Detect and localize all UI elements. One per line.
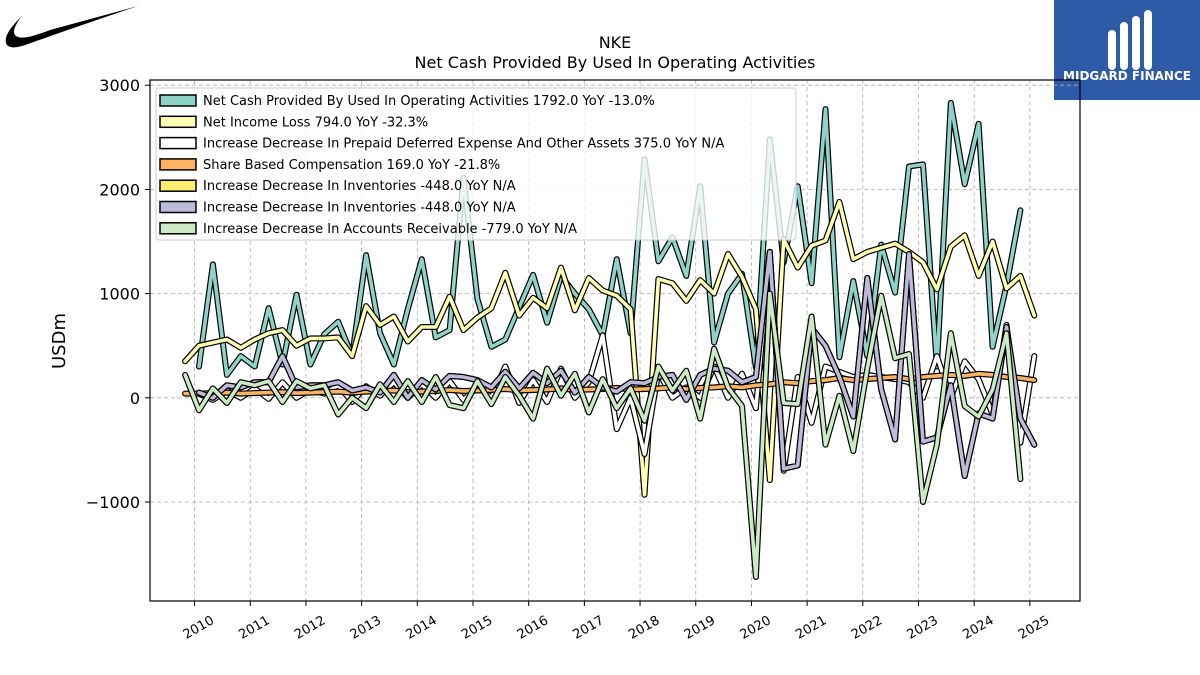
x-tick-label: 2017 <box>571 613 607 643</box>
x-tick-label: 2016 <box>515 613 551 643</box>
legend-entry: Increase Decrease In Inventories -448.0 … <box>203 201 516 216</box>
legend-swatch <box>159 94 197 107</box>
x-tick-label: 2023 <box>905 613 941 643</box>
legend-entry: Increase Decrease In Inventories -448.0 … <box>203 179 516 194</box>
y-tick-label: 0 <box>130 389 140 408</box>
series-line-0 <box>196 99 1024 378</box>
legend-swatch <box>159 136 197 150</box>
legend-swatch <box>159 158 197 171</box>
y-axis-label: USDm <box>49 313 70 369</box>
x-tick-label: 2012 <box>292 613 328 643</box>
y-tick-label: −1000 <box>86 493 140 512</box>
y-tick-label: 2000 <box>99 180 140 199</box>
series-stroke <box>183 200 1037 497</box>
x-tick-label: 2021 <box>793 613 829 643</box>
series-outline <box>182 198 1038 498</box>
x-tick-label: 2010 <box>181 613 217 643</box>
series-stroke <box>197 101 1023 377</box>
legend-swatch <box>159 222 197 235</box>
legend-swatch <box>159 200 197 214</box>
swoosh-logo-icon <box>5 6 139 48</box>
chart-subtitle: Net Cash Provided By Used In Operating A… <box>415 53 816 72</box>
series-line-1 <box>182 198 1038 498</box>
publisher-name: MIDGARD FINANCE <box>1063 69 1191 83</box>
series-stroke <box>183 291 1023 579</box>
legend-entry: Increase Decrease In Accounts Receivable… <box>203 222 577 237</box>
chart-title: NKE <box>599 33 632 52</box>
x-tick-label: 2018 <box>626 613 662 643</box>
legend-entry: Share Based Compensation 169.0 YoY -21.8… <box>203 158 500 173</box>
x-tick-label: 2025 <box>1016 613 1052 643</box>
legend-box <box>155 87 797 241</box>
legend-entry: Net Cash Provided By Used In Operating A… <box>203 94 655 109</box>
series-line-6 <box>182 290 1024 580</box>
x-tick-label: 2011 <box>236 613 272 643</box>
y-tick-label: 1000 <box>99 285 140 304</box>
legend-swatch <box>159 115 197 129</box>
x-tick-label: 2020 <box>738 613 774 643</box>
series-line-5 <box>196 248 1038 479</box>
legend-entry: Increase Decrease In Prepaid Deferred Ex… <box>203 137 724 152</box>
legend-swatch <box>159 179 197 192</box>
y-tick-label: 3000 <box>99 76 140 95</box>
x-tick-label: 2024 <box>960 613 996 643</box>
x-tick-label: 2013 <box>348 613 384 643</box>
x-tick-label: 2014 <box>403 613 439 643</box>
plot-frame <box>149 79 1081 602</box>
x-tick-label: 2022 <box>849 613 885 643</box>
x-tick-label: 2015 <box>459 613 495 643</box>
midgard-mark-icon <box>1108 10 1152 70</box>
x-tick-label: 2019 <box>682 613 718 643</box>
series-stroke <box>197 250 1037 478</box>
legend-entry: Net Income Loss 794.0 YoY -32.3% <box>203 115 428 130</box>
